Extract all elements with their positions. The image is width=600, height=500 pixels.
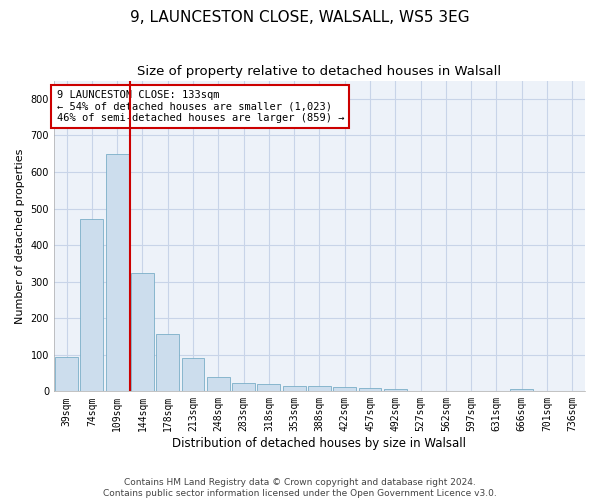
Bar <box>232 383 255 392</box>
Text: 9 LAUNCESTON CLOSE: 133sqm
← 54% of detached houses are smaller (1,023)
46% of s: 9 LAUNCESTON CLOSE: 133sqm ← 54% of deta… <box>56 90 344 123</box>
Title: Size of property relative to detached houses in Walsall: Size of property relative to detached ho… <box>137 65 502 78</box>
Bar <box>257 384 280 392</box>
X-axis label: Distribution of detached houses by size in Walsall: Distribution of detached houses by size … <box>172 437 466 450</box>
Bar <box>131 273 154 392</box>
Y-axis label: Number of detached properties: Number of detached properties <box>15 148 25 324</box>
Text: 9, LAUNCESTON CLOSE, WALSALL, WS5 3EG: 9, LAUNCESTON CLOSE, WALSALL, WS5 3EG <box>130 10 470 25</box>
Bar <box>308 386 331 392</box>
Bar <box>207 376 230 392</box>
Bar <box>55 356 78 392</box>
Text: Contains HM Land Registry data © Crown copyright and database right 2024.
Contai: Contains HM Land Registry data © Crown c… <box>103 478 497 498</box>
Bar <box>283 386 305 392</box>
Bar <box>359 388 382 392</box>
Bar <box>106 154 128 392</box>
Bar <box>80 220 103 392</box>
Bar <box>182 358 205 392</box>
Bar <box>157 334 179 392</box>
Bar <box>334 388 356 392</box>
Bar <box>511 389 533 392</box>
Bar <box>384 389 407 392</box>
